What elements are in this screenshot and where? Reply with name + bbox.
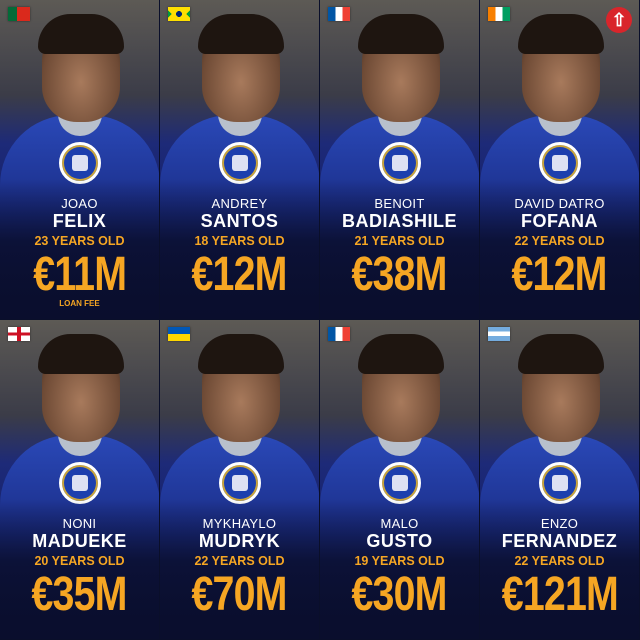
player-card: ENZO FERNANDEZ 22 YEARS OLD €121M [480, 320, 640, 640]
player-info: BENOIT BADIASHILE 21 YEARS OLD €38M [320, 196, 479, 301]
first-name: JOAO [61, 196, 98, 211]
chelsea-crest-icon [219, 462, 261, 504]
player-card: NONI MADUEKE 20 YEARS OLD €35M [0, 320, 160, 640]
chelsea-crest-icon [219, 142, 261, 184]
brazil-flag-icon [168, 7, 190, 21]
portugal-flag-icon [8, 7, 30, 21]
player-age: 22 YEARS OLD [194, 554, 285, 568]
last-name: FERNANDEZ [501, 531, 618, 551]
player-age: 20 YEARS OLD [34, 554, 125, 568]
player-photo-hair [198, 334, 284, 374]
player-photo-hair [358, 14, 444, 54]
player-info: NONI MADUEKE 20 YEARS OLD €35M [0, 516, 159, 621]
text-shade [0, 499, 159, 639]
player-photo-hair [38, 14, 124, 54]
player-photo-hair [38, 334, 124, 374]
ukraine-flag-icon [168, 327, 190, 341]
player-info: JOAO FELIX 23 YEARS OLD €11M LOAN FEE [0, 196, 159, 308]
player-age: 22 YEARS OLD [514, 554, 605, 568]
player-info: ANDREY SANTOS 18 YEARS OLD €12M [160, 196, 319, 301]
last-name: MUDRYK [198, 531, 281, 551]
chelsea-crest-icon [539, 142, 581, 184]
first-name: MALO [380, 516, 419, 531]
argentina-flag-icon [488, 327, 510, 341]
arrow-up-icon: ⇧ [606, 7, 632, 33]
france-flag-icon [328, 7, 350, 21]
england-flag-icon [8, 327, 30, 341]
first-name: BENOIT [374, 196, 425, 211]
chelsea-crest-icon [379, 462, 421, 504]
last-name: FOFANA [521, 211, 598, 231]
last-name: FELIX [52, 211, 107, 231]
text-shade [0, 179, 159, 319]
last-name: BADIASHILE [341, 211, 457, 231]
player-photo-hair [198, 14, 284, 54]
first-name: ENZO [540, 516, 579, 531]
transfer-fee: €121M [501, 568, 618, 621]
transfer-fee: €38M [351, 248, 448, 301]
player-card: MALO GUSTO 19 YEARS OLD €30M [320, 320, 480, 640]
first-name: MYKHAYLO [202, 516, 277, 531]
text-shade [320, 499, 479, 639]
player-age: 18 YEARS OLD [194, 234, 285, 248]
player-card: ⇧ DAVID DATRO FOFANA 22 YEARS OLD €12M [480, 0, 640, 320]
player-card: ANDREY SANTOS 18 YEARS OLD €12M [160, 0, 320, 320]
player-age: 19 YEARS OLD [354, 554, 445, 568]
text-shade [480, 499, 639, 639]
last-name: SANTOS [200, 211, 279, 231]
transfer-fee: €12M [191, 248, 288, 301]
ivory-coast-flag-icon [488, 7, 510, 21]
player-card: JOAO FELIX 23 YEARS OLD €11M LOAN FEE [0, 0, 160, 320]
transfer-fee: €11M [32, 248, 127, 301]
player-info: MYKHAYLO MUDRYK 22 YEARS OLD €70M [160, 516, 319, 621]
player-photo-hair [358, 334, 444, 374]
chelsea-crest-icon [379, 142, 421, 184]
text-shade [480, 179, 639, 319]
france-flag-icon [328, 327, 350, 341]
player-photo-hair [518, 14, 604, 54]
first-name: DAVID DATRO [514, 196, 605, 211]
player-age: 22 YEARS OLD [514, 234, 605, 248]
text-shade [320, 179, 479, 319]
player-age: 21 YEARS OLD [354, 234, 445, 248]
transfer-fee: €12M [511, 248, 608, 301]
transfer-fee: €35M [31, 568, 128, 621]
first-name: ANDREY [211, 196, 268, 211]
chelsea-crest-icon [539, 462, 581, 504]
fee-note: LOAN FEE [59, 299, 100, 308]
player-age: 23 YEARS OLD [34, 234, 125, 248]
player-card: MYKHAYLO MUDRYK 22 YEARS OLD €70M [160, 320, 320, 640]
last-name: GUSTO [366, 531, 433, 551]
transfer-fee: €70M [191, 568, 288, 621]
last-name: MADUEKE [32, 531, 127, 551]
text-shade [160, 179, 319, 319]
first-name: NONI [62, 516, 97, 531]
text-shade [160, 499, 319, 639]
player-info: ENZO FERNANDEZ 22 YEARS OLD €121M [480, 516, 639, 621]
chelsea-crest-icon [59, 142, 101, 184]
chelsea-crest-icon [59, 462, 101, 504]
player-photo-hair [518, 334, 604, 374]
transfer-fee: €30M [351, 568, 448, 621]
player-info: MALO GUSTO 19 YEARS OLD €30M [320, 516, 479, 621]
player-card: BENOIT BADIASHILE 21 YEARS OLD €38M [320, 0, 480, 320]
player-info: DAVID DATRO FOFANA 22 YEARS OLD €12M [480, 196, 639, 301]
